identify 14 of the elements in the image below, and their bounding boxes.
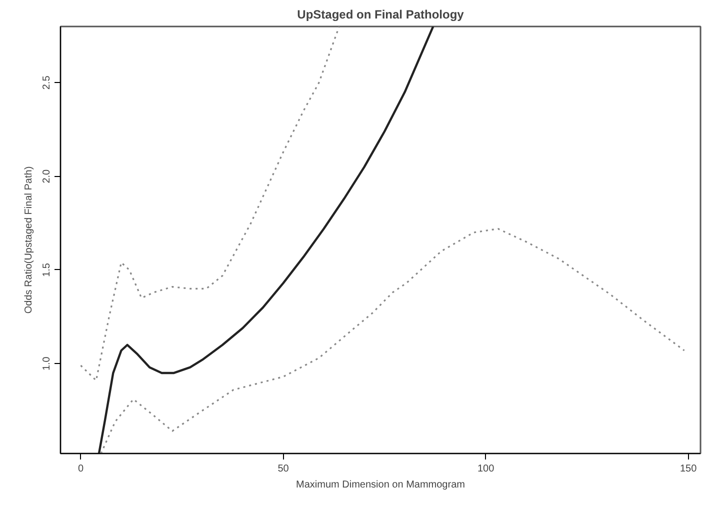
x-tick-label: 150: [680, 464, 698, 474]
x-tick-label: 0: [78, 464, 84, 474]
line-series: [80, 26, 340, 382]
x-tick-label: 50: [278, 464, 290, 474]
chart-title: UpStaged on Final Pathology: [297, 8, 464, 22]
line-series: [98, 26, 434, 454]
y-tick-label: 1.5: [42, 262, 52, 277]
x-tick-label: 100: [477, 464, 495, 474]
x-axis-title: Maximum Dimension on Mammogram: [296, 480, 465, 490]
y-tick-label: 2.0: [42, 168, 52, 184]
line-series: [100, 228, 686, 454]
y-tick-label: 1.0: [42, 356, 52, 371]
y-tick-label: 2.5: [42, 75, 52, 90]
y-axis-title: Odds Ratio(Upstaged Final Path): [24, 166, 34, 314]
